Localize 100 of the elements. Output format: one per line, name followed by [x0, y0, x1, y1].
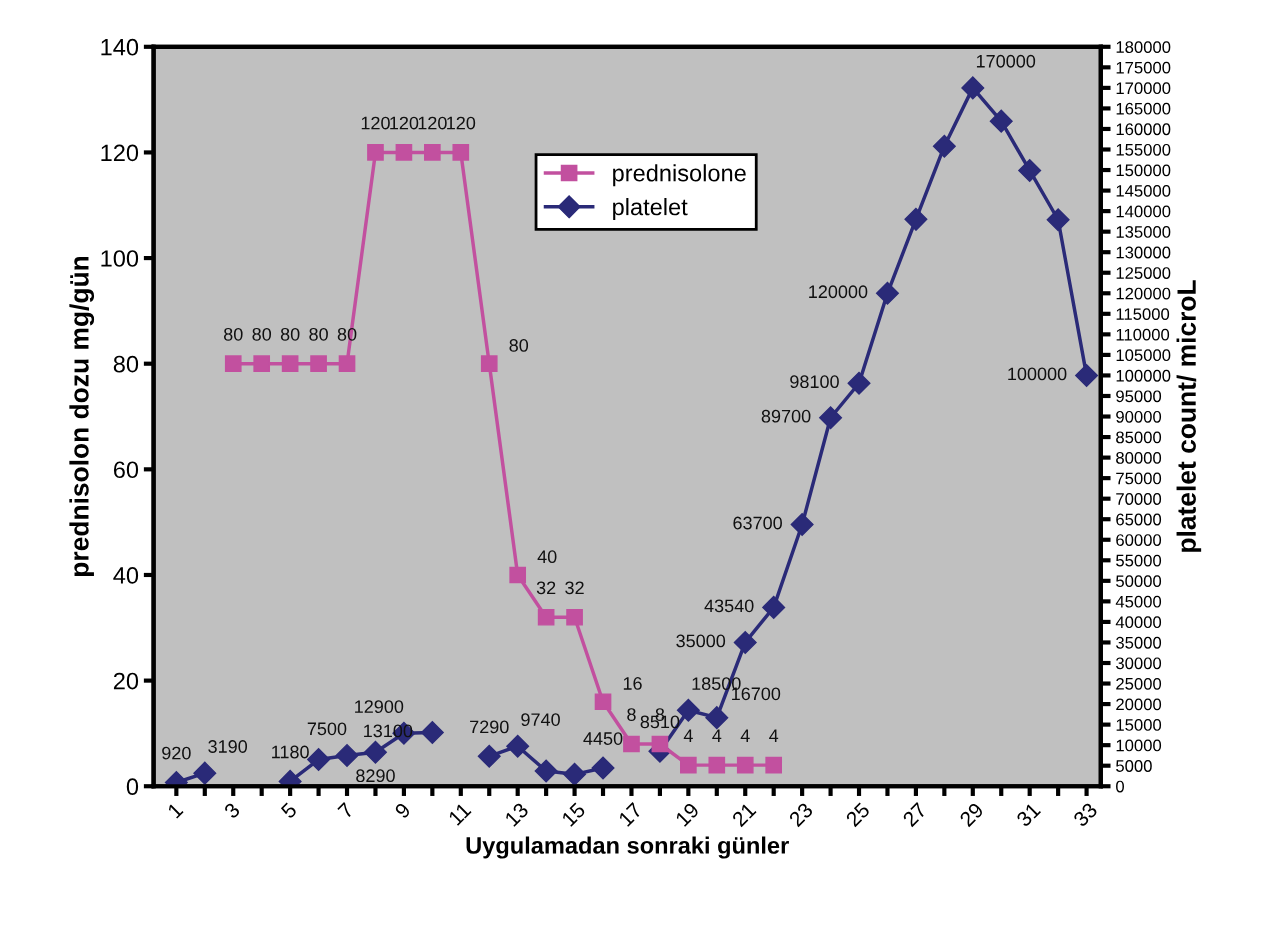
point — [506, 734, 530, 758]
y2-tick-label: 55000 — [1116, 554, 1162, 567]
data-label: 920 — [162, 746, 191, 760]
x-tick-label: 7 — [337, 802, 355, 819]
x-tick-label: 15 — [561, 801, 587, 827]
point — [762, 595, 786, 619]
point — [363, 740, 387, 764]
data-label: 35000 — [676, 634, 726, 648]
y2-tick-label: 120000 — [1116, 287, 1171, 300]
point — [566, 608, 583, 626]
y2-tick-label: 180000 — [1116, 41, 1171, 53]
y2-tick-label: 0 — [1116, 780, 1124, 793]
data-label: 120000 — [809, 285, 868, 299]
point — [765, 756, 783, 774]
y-tick-label: 60 — [113, 461, 139, 479]
point — [307, 748, 331, 772]
data-label: 8 — [627, 708, 636, 721]
point — [193, 761, 217, 785]
data-label: 8290 — [356, 769, 395, 783]
y-tick-label: 40 — [113, 567, 139, 584]
data-label: 4 — [769, 729, 779, 742]
point — [932, 134, 956, 158]
y2-tick-label: 50000 — [1116, 575, 1162, 588]
point — [875, 281, 899, 305]
data-label: 120 — [361, 116, 390, 130]
y-tick-label: 140 — [101, 38, 139, 56]
point — [1046, 208, 1070, 232]
data-label: 120 — [447, 116, 476, 130]
x-tick-label: 17 — [618, 802, 643, 827]
y2-tick-label: 125000 — [1116, 267, 1171, 279]
legend-label: prednisolone — [613, 164, 746, 187]
y2-tick-label: 85000 — [1116, 431, 1162, 444]
data-label: 80 — [280, 327, 300, 341]
data-label: 120 — [390, 116, 419, 130]
point — [367, 144, 384, 161]
y2-tick-label: 110000 — [1116, 328, 1170, 341]
y2-tick-label: 30000 — [1116, 657, 1162, 670]
point — [708, 756, 726, 774]
data-label: 4 — [683, 729, 693, 742]
x-tick-label: 33 — [1072, 801, 1099, 828]
point — [452, 144, 470, 161]
y2-tick-label: 5000 — [1116, 760, 1152, 772]
x-tick-label: 19 — [674, 801, 700, 827]
y-tick-label: 80 — [113, 355, 139, 373]
point — [395, 144, 413, 161]
data-label: 43540 — [704, 599, 754, 613]
data-label: 170000 — [976, 54, 1036, 68]
point — [705, 706, 729, 730]
point — [477, 744, 501, 768]
data-label: 9740 — [521, 713, 560, 726]
data-label: 32 — [565, 581, 584, 595]
point — [904, 207, 928, 231]
point — [224, 355, 242, 373]
y2-tick-label: 40000 — [1115, 616, 1162, 629]
x-tick-label: 27 — [901, 801, 928, 828]
point — [310, 355, 327, 373]
point — [989, 109, 1013, 133]
y2-axis-title: platelet count/ microL — [1176, 280, 1202, 552]
x-tick-label: 5 — [280, 801, 298, 820]
point — [563, 762, 587, 786]
data-label: 80 — [309, 327, 328, 341]
data-label: 89700 — [761, 409, 811, 423]
point — [623, 735, 640, 753]
data-label: 4 — [712, 729, 722, 742]
y2-tick-label: 130000 — [1116, 246, 1171, 259]
x-tick-label: 21 — [731, 801, 757, 828]
point — [847, 371, 871, 395]
y2-tick-label: 25000 — [1116, 677, 1162, 690]
data-label: 100000 — [1008, 367, 1067, 381]
y2-tick-label: 15000 — [1116, 719, 1162, 731]
y2-tick-label: 160000 — [1116, 123, 1171, 136]
data-label: 12900 — [355, 700, 404, 714]
y2-tick-label: 10000 — [1116, 739, 1162, 752]
y2-tick-label: 155000 — [1116, 143, 1171, 156]
point — [420, 720, 444, 744]
x-tick-label: 25 — [845, 801, 871, 828]
y2-tick-label: 20000 — [1116, 698, 1162, 711]
point — [961, 76, 985, 100]
y2-tick-label: 70000 — [1116, 493, 1162, 505]
y2-tick-label: 165000 — [1116, 102, 1171, 115]
point — [480, 355, 498, 373]
x-tick-label: 29 — [958, 801, 985, 828]
point — [253, 355, 271, 373]
x-tick-label: 11 — [447, 802, 472, 826]
x-tick-label: 13 — [504, 801, 530, 827]
point — [1018, 158, 1042, 182]
point — [338, 355, 356, 373]
point — [281, 355, 299, 373]
point — [534, 759, 558, 783]
x-tick-label: 23 — [788, 801, 814, 828]
y2-tick-label: 175000 — [1116, 61, 1171, 74]
y2-tick-label: 135000 — [1116, 226, 1171, 238]
point — [736, 756, 754, 774]
y2-tick-label: 90000 — [1116, 410, 1162, 423]
point — [733, 630, 757, 654]
data-label: 32 — [536, 581, 556, 595]
y-tick-label: 120 — [101, 144, 139, 162]
point — [1075, 363, 1099, 387]
y2-tick-label: 150000 — [1116, 164, 1171, 177]
data-label: 98100 — [790, 375, 839, 389]
